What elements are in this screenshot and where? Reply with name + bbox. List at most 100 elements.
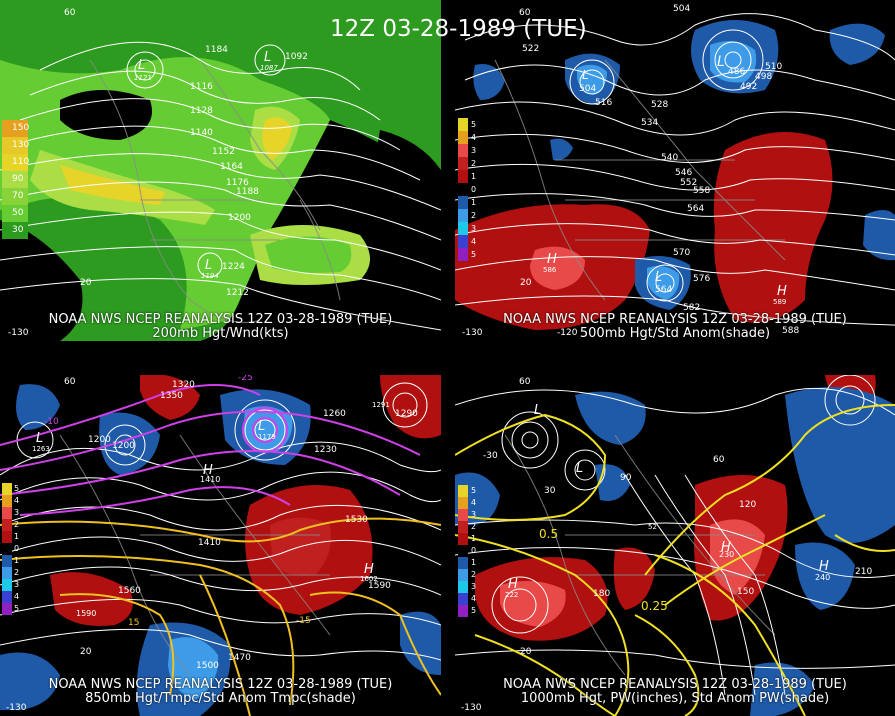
low-center-marker: L <box>258 419 266 434</box>
temperature-label: -10 <box>44 417 59 427</box>
low-center-value: 1200 <box>88 435 111 445</box>
contour-label: 576 <box>693 274 711 284</box>
temperature-label: -15 <box>296 616 311 626</box>
legend-label: 2 <box>471 159 477 168</box>
legend-swatch <box>2 543 12 555</box>
legend-label: 2 <box>471 211 477 220</box>
contour-label: 60 <box>713 455 725 465</box>
legend-swatch <box>2 154 28 171</box>
legend-swatch <box>2 483 12 495</box>
legend-label: 1 <box>471 198 477 207</box>
anom-legend <box>458 485 468 617</box>
contour-label: 1128 <box>190 106 213 116</box>
pw-contours <box>455 404 895 716</box>
anom-red-east-core <box>710 519 765 595</box>
main-title: 12Z 03-28-1989 (TUE) <box>330 16 587 42</box>
temperature-contours <box>0 384 421 516</box>
contour-label: 546 <box>675 168 693 178</box>
height-contours-200mb <box>0 41 441 331</box>
high-center-value: 586 <box>543 266 557 274</box>
legend-swatch <box>2 591 12 603</box>
contour-label: 1176 <box>226 178 249 188</box>
low-center-value: 1179 <box>258 433 276 441</box>
wind-legend-labels: 150 130 110 90 70 50 30 <box>12 120 29 239</box>
contour-label: 1188 <box>236 187 259 197</box>
panel-caption: NOAA NWS NCEP REANALYSIS 12Z 03-28-1989 … <box>0 678 441 706</box>
anom-blue-far-w <box>473 64 505 100</box>
warm-temperature-contours <box>0 517 441 716</box>
contour-label: 1184 <box>205 45 228 55</box>
legend-label: 30 <box>12 225 24 235</box>
anom-blue-far-west <box>16 384 60 430</box>
legend-swatch <box>458 235 468 248</box>
legend-label: 3 <box>471 224 477 233</box>
contour-label: 30 <box>544 486 556 496</box>
longitude-label: -130 <box>462 328 483 338</box>
latitude-label: 20 <box>80 278 92 288</box>
legend-label: 4 <box>14 592 20 601</box>
height-contours-1000mb <box>455 375 895 696</box>
legend-label: 2 <box>14 568 20 577</box>
legend-label: 1 <box>14 556 20 565</box>
legend-swatch <box>458 144 468 157</box>
map-850mb <box>0 375 441 716</box>
legend-label: 4 <box>471 133 477 142</box>
legend-swatch <box>458 581 468 593</box>
pw-label: 0.25 <box>641 599 668 613</box>
map-500mb <box>455 0 895 341</box>
legend-label: 4 <box>471 237 477 246</box>
contour-label: 1470 <box>228 653 251 663</box>
contour-label: 1200 <box>228 213 251 223</box>
legend-swatch <box>2 531 12 543</box>
contour-label: 1200 <box>112 441 135 451</box>
contour-label: 1092 <box>285 52 308 62</box>
legend-label: 2 <box>14 520 20 529</box>
contour-label: 510 <box>765 62 783 72</box>
contour-label: 504 <box>673 4 691 14</box>
high-center-value: 1590 <box>76 609 97 618</box>
anom-blue-far-east <box>400 611 441 675</box>
low-center-value: 1263 <box>32 445 50 453</box>
anom-blue-ne <box>785 387 895 543</box>
caption-line2: 850mb Hgt/Tmpc/Std Anom Tmpc(shade) <box>85 691 356 706</box>
legend-swatch <box>458 170 468 183</box>
legend-swatch <box>458 157 468 170</box>
high-center-marker: H <box>777 284 787 299</box>
anom-red-sw <box>50 572 133 626</box>
low-center-value: 52 <box>648 523 657 531</box>
legend-swatch <box>458 605 468 617</box>
legend-label: 5 <box>14 604 20 613</box>
legend-swatch <box>458 533 468 545</box>
temperature-label: 15 <box>128 618 140 628</box>
caption-line2: 1000mb Hgt, PW(inches), Std Anom PW(shad… <box>520 691 830 706</box>
low-center-marker: L <box>717 54 725 70</box>
latitude-label: 60 <box>64 377 76 387</box>
contour-label: 120 <box>739 500 757 510</box>
calm-region-center <box>60 90 152 140</box>
legend-swatch <box>458 497 468 509</box>
contour-label: 570 <box>673 248 691 258</box>
legend-swatch <box>2 171 28 188</box>
low-center-marker: L <box>36 431 44 446</box>
legend-swatch <box>2 495 12 507</box>
caption-line1: NOAA NWS NCEP REANALYSIS 12Z 03-28-1989 … <box>503 312 847 327</box>
latitude-label: 60 <box>519 377 531 387</box>
contour-label: 1116 <box>190 82 213 92</box>
pw-label: 0.5 <box>539 527 559 541</box>
legend-swatch <box>2 579 12 591</box>
contour-label: 1290 <box>395 409 418 419</box>
legend-label: 5 <box>471 250 477 259</box>
anom-red-sw-core <box>500 581 566 627</box>
legend-swatch <box>2 120 28 137</box>
panel-caption: NOAA NWS NCEP REANALYSIS 12Z 03-28-1989 … <box>455 678 895 706</box>
legend-label: 2 <box>471 522 477 531</box>
contour-label: 534 <box>641 118 659 128</box>
wind-legend <box>2 120 28 239</box>
low-center-marker: L <box>205 258 213 273</box>
coastlines-200mb <box>89 59 341 323</box>
coastlines-500mb <box>494 59 786 301</box>
contour-label: 1560 <box>118 586 141 596</box>
anom-blue-south-core <box>168 637 219 700</box>
legend-swatch <box>458 593 468 605</box>
low-center-value: 1121 <box>134 74 152 82</box>
